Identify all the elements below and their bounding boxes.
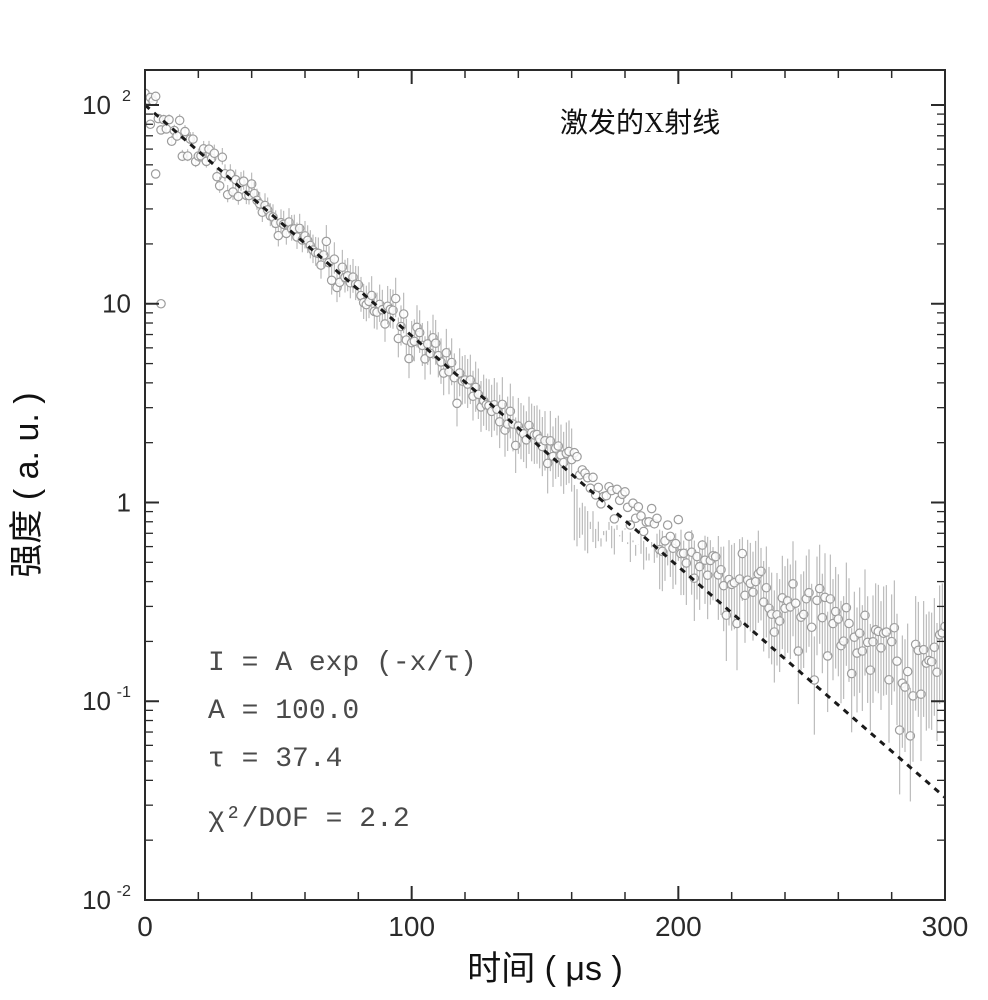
fit-annotation-line: χ²/DOF = 2.2 bbox=[208, 804, 410, 835]
svg-text:0: 0 bbox=[137, 911, 153, 942]
fit-annotation-line: A = 100.0 bbox=[208, 696, 359, 727]
svg-text:10: 10 bbox=[102, 289, 131, 319]
legend-text: 激发的X射线 bbox=[560, 107, 720, 139]
chart-container: 0 100 200 300 10 -2 10 -1 1 10 10 2 时间 ( μs ) 强度 ( a.… bbox=[0, 0, 988, 1000]
svg-text:300: 300 bbox=[922, 911, 969, 942]
svg-text:10: 10 bbox=[82, 90, 111, 120]
decay-chart: 0 100 200 300 10 -2 10 -1 1 10 10 2 时间 ( μs ) 强度 ( a.… bbox=[0, 0, 988, 1000]
y-axis-label: 强度 ( a. u. ) bbox=[8, 392, 46, 577]
fit-annotation-line: I = A exp (-x/τ) bbox=[208, 648, 477, 679]
svg-text:10: 10 bbox=[82, 885, 111, 915]
svg-text:100: 100 bbox=[388, 911, 435, 942]
svg-text:200: 200 bbox=[655, 911, 702, 942]
svg-text:10: 10 bbox=[82, 686, 111, 716]
svg-text:2: 2 bbox=[122, 87, 131, 105]
svg-text:-1: -1 bbox=[117, 683, 131, 701]
svg-text:1: 1 bbox=[117, 487, 131, 517]
x-axis-label: 时间 ( μs ) bbox=[467, 950, 623, 988]
svg-text:-2: -2 bbox=[117, 882, 131, 900]
fit-annotation-line: τ = 37.4 bbox=[208, 744, 342, 775]
